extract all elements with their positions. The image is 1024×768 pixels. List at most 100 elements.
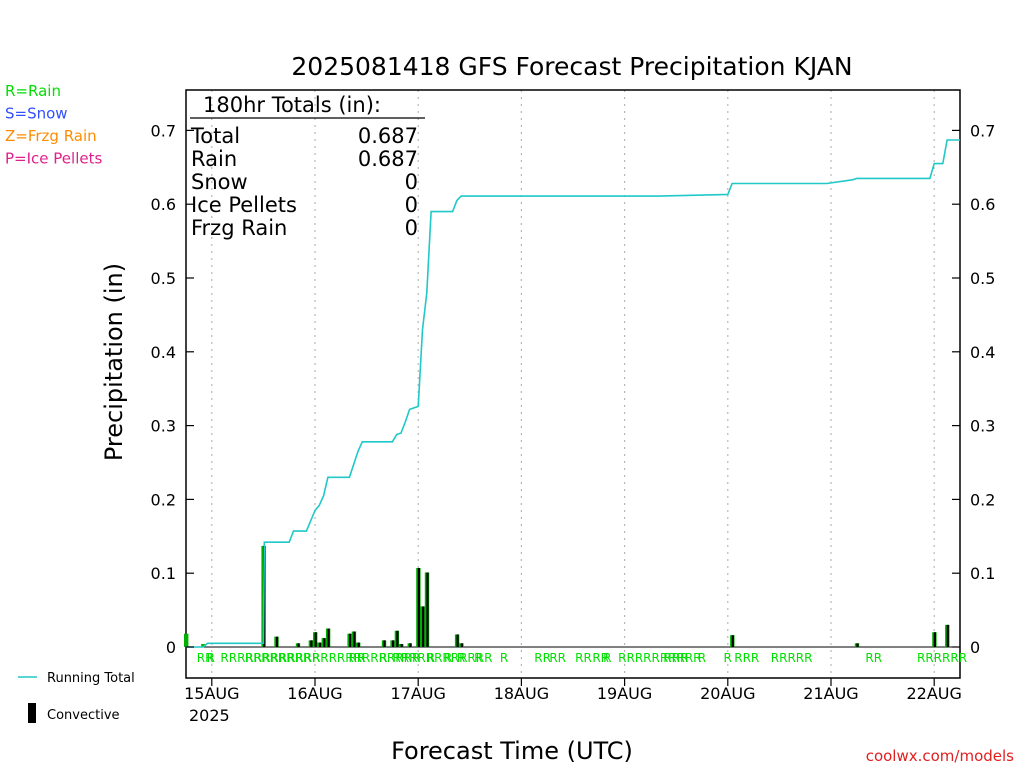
- legend: Running Total Convective: [18, 671, 135, 723]
- ptype-marker: R: [603, 651, 611, 665]
- totals-row-value: 0.687: [358, 124, 418, 148]
- ptype-marker: RRRRRR: [917, 651, 967, 665]
- y-tick-label-right: 0.6: [970, 195, 995, 214]
- convective-bar: [318, 642, 322, 647]
- ptype-marker: RRRRRRRRRR: [618, 651, 701, 665]
- y-axis-label: Precipitation (in): [100, 263, 128, 461]
- ptype-marker: R: [457, 651, 465, 665]
- ptype-marker: RRR: [663, 651, 688, 665]
- convective-bar: [400, 644, 403, 647]
- y-tick-label-left: 0.7: [151, 121, 176, 140]
- ptype-key-item: R=Rain: [5, 82, 61, 100]
- y-tick-label-right: 0.5: [970, 269, 995, 288]
- ptype-marker: R: [474, 651, 482, 665]
- y-axis-right: 0 0.1 0.2 0.3 0.4 0.5 0.6 0.7: [952, 121, 995, 657]
- totals-row-label: Total: [190, 124, 240, 148]
- ptype-marker: RR: [575, 651, 592, 665]
- y-tick-label-right: 0.3: [970, 417, 995, 436]
- y-tick-label-left: 0.2: [151, 490, 176, 509]
- ptype-marker: RR: [592, 651, 609, 665]
- y-tick-label-left: 0.4: [151, 343, 176, 362]
- y-tick-label-left: 0.5: [151, 269, 176, 288]
- convective-bar: [297, 643, 300, 647]
- convective-bar: [456, 634, 459, 647]
- ptype-marker: RR: [197, 651, 214, 665]
- convective-bar: [314, 632, 317, 647]
- convective-bar: [357, 642, 360, 647]
- convective-bar: [946, 624, 949, 647]
- ptype-marker: R: [207, 651, 215, 665]
- x-axis-year: 2025: [189, 706, 230, 725]
- ptype-marker: RRRRRRRRRRRR: [392, 651, 492, 665]
- y-tick-label-right: 0.7: [970, 121, 995, 140]
- ptype-marker: RR: [349, 651, 366, 665]
- ptype-marker: RR: [534, 651, 551, 665]
- convective-bar: [310, 640, 313, 647]
- convective-bar: [417, 568, 420, 647]
- convective-bar: [275, 636, 279, 647]
- y-tick-label-left: 0: [166, 638, 176, 657]
- y-axis-left: 0 0.1 0.2 0.3 0.4 0.5 0.6 0.7: [151, 121, 194, 657]
- totals-row-value: 0: [405, 216, 418, 240]
- chart-title: 2025081418 GFS Forecast Precipitation KJ…: [291, 52, 852, 81]
- ptype-key-item: Z=Frzg Rain: [5, 127, 97, 145]
- convective-bar: [731, 635, 734, 647]
- convective-bar: [383, 640, 386, 647]
- convective-bars: [184, 545, 950, 647]
- convective-bar: [409, 643, 412, 647]
- ptype-marker: R: [444, 651, 452, 665]
- running-total-line: [186, 139, 960, 648]
- convective-bar: [426, 572, 429, 647]
- totals-row-value: 0: [405, 170, 418, 194]
- ptype-marker: RR: [865, 651, 882, 665]
- totals-row-label: Rain: [191, 147, 237, 171]
- grid-lines: [186, 90, 960, 678]
- y-tick-label-left: 0.6: [151, 195, 176, 214]
- totals-row-label: Ice Pellets: [191, 193, 297, 217]
- y-tick-label-right: 0.1: [970, 564, 995, 583]
- credit-text: coolwx.com/models: [866, 747, 1014, 765]
- ptype-marker: R: [500, 651, 508, 665]
- ptype-marker: RRRR: [261, 651, 294, 665]
- convective-bar: [422, 606, 425, 647]
- x-tick-label: 20AUG: [700, 684, 755, 703]
- y-tick-label-right: 0.4: [970, 343, 995, 362]
- totals-header: 180hr Totals (in):: [203, 93, 381, 117]
- ptype-marker: R: [357, 651, 365, 665]
- ptype-marker: RR: [549, 651, 566, 665]
- precip-bar: [201, 644, 206, 647]
- ptype-marker: RRRRRRRRRRRRRRR: [295, 651, 420, 665]
- y-tick-label-right: 0.2: [970, 490, 995, 509]
- precip-bar: [184, 633, 189, 647]
- convective-bar: [349, 633, 352, 647]
- x-tick-label: 21AUG: [803, 684, 858, 703]
- ptype-key-item: P=Ice Pellets: [5, 150, 102, 168]
- x-axis-label: Forecast Time (UTC): [391, 737, 633, 765]
- ptype-marker: RRRRR: [771, 651, 813, 665]
- legend-convective-label: Convective: [47, 708, 120, 723]
- ptype-marker: RRR: [734, 651, 759, 665]
- totals-row-value: 0: [405, 193, 418, 217]
- ptype-marker: R: [698, 651, 706, 665]
- ptype-marker: RRRR: [278, 651, 311, 665]
- totals-row-label: Frzg Rain: [191, 216, 287, 240]
- convective-bar: [856, 643, 859, 647]
- legend-running-total-label: Running Total: [47, 671, 135, 686]
- convective-bar: [933, 632, 936, 647]
- ptype-marker: R: [379, 651, 387, 665]
- ptype-marker: R: [427, 651, 435, 665]
- x-tick-label: 22AUG: [906, 684, 961, 703]
- legend-convective-swatch: [28, 703, 36, 723]
- y-tick-label-right: 0: [970, 638, 980, 657]
- x-tick-label: 17AUG: [390, 684, 445, 703]
- convective-bar: [327, 628, 330, 647]
- ptype-key: R=Rain S=Snow Z=Frzg Rain P=Ice Pellets: [5, 82, 102, 168]
- totals-row-label: Snow: [191, 170, 248, 194]
- convective-bar: [460, 643, 463, 647]
- x-tick-label: 19AUG: [597, 684, 652, 703]
- totals-row-value: 0.687: [358, 147, 418, 171]
- ptype-key-item: S=Snow: [5, 105, 68, 123]
- ptype-marker: RRRRRRRRRRRR: [220, 651, 320, 665]
- totals-box: 180hr Totals (in): Total 0.687 Rain 0.687 Sn…: [190, 93, 425, 240]
